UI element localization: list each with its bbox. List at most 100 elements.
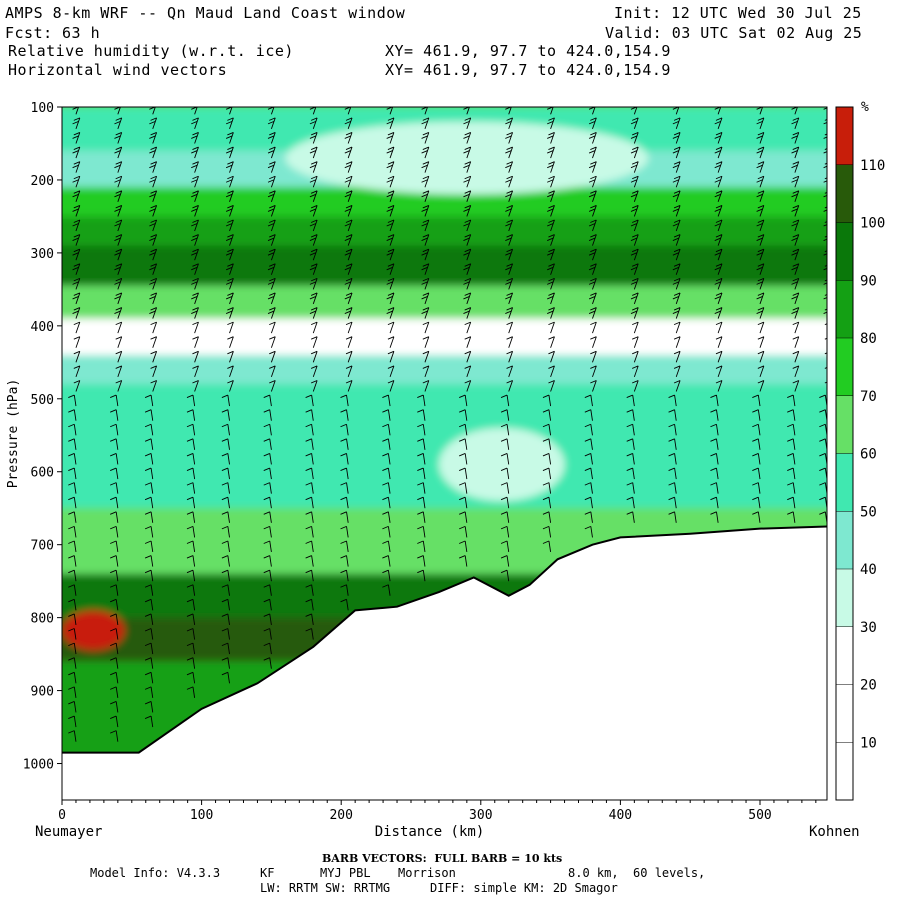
- barb-flag: [186, 628, 194, 632]
- wind-barb: [150, 380, 158, 392]
- barb-flag: [756, 208, 763, 212]
- barb-flag: [500, 496, 508, 501]
- wind-barb: [756, 205, 765, 217]
- wind-barb: [110, 438, 119, 450]
- barb-flag: [150, 336, 157, 340]
- barb-shaft: [229, 263, 234, 275]
- barb-flag: [340, 467, 347, 471]
- wind-barb: [191, 219, 199, 232]
- barb-shaft: [227, 599, 230, 611]
- barb-shaft: [75, 351, 81, 363]
- barb-shaft: [389, 146, 395, 159]
- barb-shaft: [759, 292, 765, 305]
- barb-flag: [73, 190, 80, 194]
- barb-flag: [144, 671, 152, 676]
- wind-barb: [787, 511, 796, 523]
- wind-barb: [672, 248, 681, 261]
- barb-shaft: [717, 161, 723, 173]
- barb-flag: [757, 146, 765, 150]
- wind-barb: [464, 350, 472, 363]
- barb-flag: [668, 423, 675, 428]
- barb-flag: [269, 146, 276, 150]
- barb-shaft: [424, 249, 430, 261]
- barb-flag: [757, 190, 765, 194]
- barb-shaft: [757, 438, 761, 450]
- barb-flag: [150, 248, 157, 253]
- barb-flag: [824, 367, 827, 369]
- barb-flag: [263, 423, 270, 428]
- wind-barb: [305, 394, 314, 407]
- barb-flag: [505, 179, 512, 183]
- wind-barb: [191, 234, 199, 246]
- barb-flag: [72, 135, 79, 139]
- wind-barb: [225, 205, 234, 217]
- wind-barb: [588, 277, 597, 290]
- barb-flag: [309, 150, 317, 154]
- barb-flag: [459, 555, 466, 559]
- barb-flag: [422, 175, 429, 180]
- barb-shaft: [150, 526, 154, 538]
- wind-barb: [382, 423, 391, 436]
- barb-shaft: [115, 628, 119, 640]
- wind-barb: [387, 350, 395, 363]
- wind-barb: [68, 555, 77, 567]
- barb-shaft: [466, 219, 472, 232]
- barb-shaft: [115, 672, 119, 684]
- barb-flag: [186, 453, 194, 457]
- wind-barb: [68, 525, 77, 538]
- barb-shaft: [506, 453, 510, 465]
- barb-flag: [192, 321, 199, 326]
- barb-flag: [672, 266, 680, 271]
- wind-barb: [630, 175, 639, 188]
- barb-shaft: [826, 156, 827, 159]
- barb-shaft: [269, 584, 272, 596]
- barb-shaft: [759, 365, 765, 378]
- barb-flag: [715, 292, 723, 296]
- barb-shaft: [150, 701, 154, 713]
- barb-shaft: [75, 307, 81, 319]
- barb-flag: [715, 117, 723, 121]
- wind-barb: [630, 219, 639, 232]
- barb-flag: [263, 569, 270, 574]
- barb-flag: [668, 438, 675, 442]
- wind-barb: [110, 467, 119, 480]
- barb-shaft: [150, 409, 154, 421]
- wind-barb: [672, 132, 681, 144]
- wind-barb: [68, 511, 77, 523]
- barb-shaft: [117, 292, 123, 305]
- barb-shaft: [592, 351, 597, 363]
- colorbar-segment: [836, 222, 853, 281]
- barb-flag: [548, 307, 555, 311]
- barb-shaft: [759, 176, 765, 188]
- barb-flag: [752, 511, 759, 515]
- barb-shaft: [550, 336, 555, 348]
- barb-shaft: [269, 497, 272, 509]
- wind-barb: [547, 219, 555, 232]
- barb-flag: [310, 292, 318, 296]
- barb-shaft: [311, 570, 314, 582]
- barb-flag: [791, 179, 798, 183]
- barb-flag: [225, 135, 233, 139]
- barb-flag: [263, 409, 270, 413]
- wind-barb: [68, 686, 77, 698]
- barb-flag: [309, 266, 317, 271]
- wind-barb: [68, 496, 77, 509]
- barb-shaft: [270, 365, 276, 378]
- barb-shaft: [633, 107, 638, 115]
- barb-shaft: [717, 107, 722, 115]
- barb-flag: [824, 294, 827, 296]
- wind-barb: [417, 438, 426, 450]
- wind-barb: [542, 409, 552, 421]
- barb-shaft: [674, 497, 677, 509]
- wind-barb: [787, 453, 796, 465]
- barb-flag: [192, 190, 199, 194]
- barb-flag: [422, 205, 429, 209]
- barb-flag: [269, 117, 276, 121]
- barb-flag: [344, 237, 351, 242]
- wind-barb: [225, 132, 234, 144]
- wind-barb: [459, 525, 468, 538]
- barb-flag: [387, 205, 395, 209]
- barb-flag: [463, 164, 470, 169]
- barb-flag: [590, 365, 597, 369]
- barb-shaft: [792, 453, 796, 465]
